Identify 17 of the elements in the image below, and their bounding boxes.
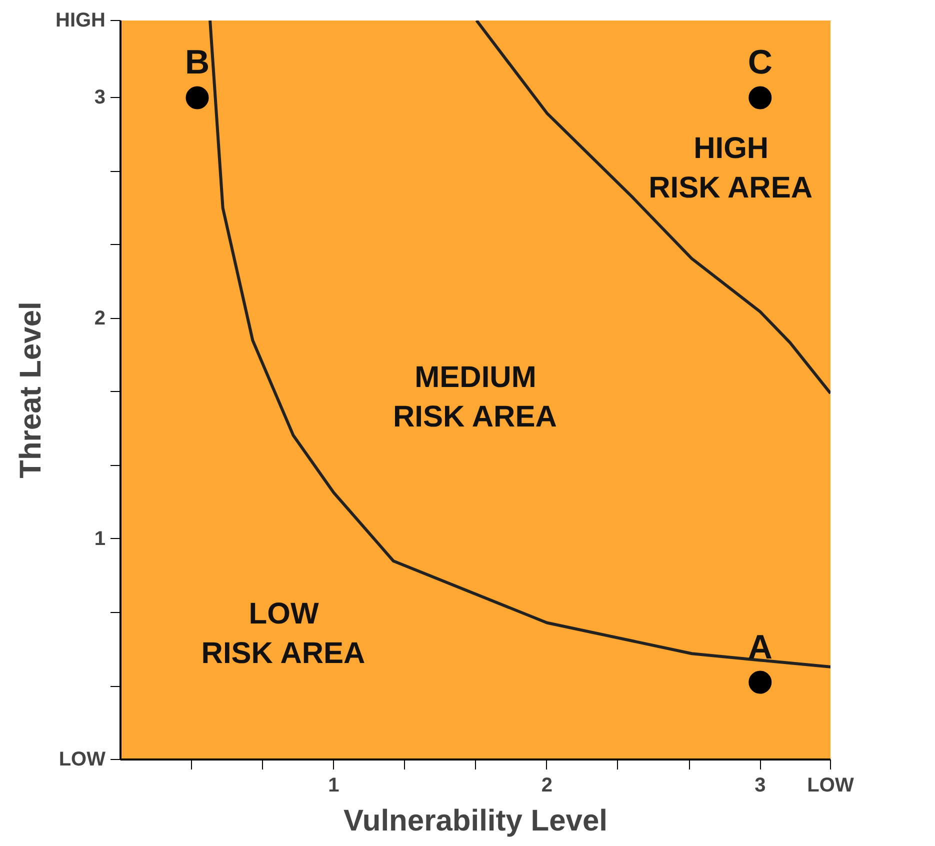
- data-label: C: [748, 44, 772, 82]
- annotation: MEDIUM RISK AREA: [392, 361, 557, 434]
- x-tick-label: LOW: [807, 774, 854, 796]
- y-axis-title: Threat Level: [14, 302, 48, 478]
- x-tick-label: 3: [754, 774, 766, 796]
- y-tick-label: 2: [94, 307, 106, 330]
- annotation: LOW RISK AREA: [201, 598, 366, 670]
- y-tick-label: 3: [94, 86, 106, 109]
- data-label: A: [748, 628, 772, 666]
- y-tick-label: 1: [94, 528, 106, 550]
- x-axis-title: Vulnerability Level: [344, 804, 608, 838]
- x-tick-label: 1: [328, 774, 340, 796]
- annotation: HIGH RISK AREA: [648, 132, 812, 205]
- y-tick-label: HIGH: [56, 10, 106, 32]
- y-tick-label: LOW: [58, 748, 106, 770]
- x-tick-label: 2: [541, 774, 552, 796]
- data-label: B: [184, 44, 210, 82]
